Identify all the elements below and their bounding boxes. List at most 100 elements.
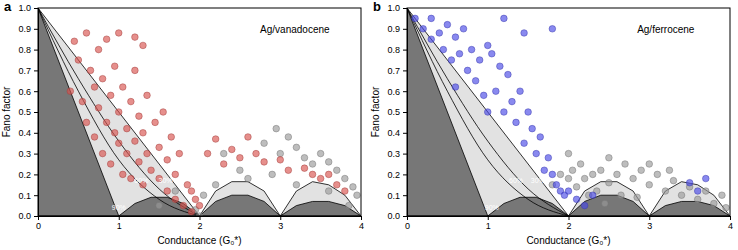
y-axis-title: Fano factor [370,86,381,137]
point [144,92,151,99]
point [719,192,726,199]
point [638,167,645,174]
point [136,159,143,166]
y-tick-mark [34,133,38,134]
point [452,34,459,41]
point [711,200,718,207]
point [164,188,171,195]
y-tick: 0.3 [387,149,407,159]
point [99,75,106,82]
x-tick-mark [119,216,120,220]
point [354,192,361,199]
point [553,182,560,189]
point [456,50,463,57]
point [245,175,252,182]
point [99,150,106,157]
x-axis-title: Conductance (G₀*) [157,235,241,246]
y-tick-mark [403,8,407,9]
point [505,71,512,78]
points [67,30,348,215]
y-tick: 1.0 [387,3,407,13]
point [333,167,340,174]
point [521,30,528,37]
point [501,109,508,116]
y-tick: 0.7 [387,66,407,76]
point [111,130,118,137]
y-tick-mark [403,50,407,51]
point [513,119,520,126]
point [694,196,701,203]
point [212,136,219,143]
y-tick: 0.6 [18,87,38,97]
y-tick-mark [403,70,407,71]
point [577,161,584,168]
x-tick: 1 [486,216,491,231]
point [293,182,300,189]
panel: 012340.00.10.20.30.40.50.60.70.80.91.0Co… [1,3,364,246]
point [678,192,685,199]
point [533,150,540,157]
point [309,171,316,178]
point [188,209,195,216]
point [188,188,195,195]
point [261,159,268,166]
y-tick-mark [34,195,38,196]
y-tick-mark [34,112,38,113]
y-tick-mark [403,112,407,113]
point [618,192,625,199]
y-tick-label: 0.1 [18,191,31,201]
point [164,157,171,164]
point [83,30,90,37]
y-axis-line [403,9,408,217]
x-tick-label: 0 [36,221,41,231]
panel-label: a [4,0,12,14]
point [128,175,135,182]
x-tick-label: 4 [728,221,733,231]
y-tick: 0.2 [18,170,38,180]
boundary-line [407,8,569,216]
point [686,179,693,186]
point [448,57,455,64]
annotation: 60% [509,177,523,184]
region [407,8,730,216]
y-tick-mark [34,174,38,175]
point [476,57,483,64]
point [156,202,163,209]
point [115,140,122,147]
panel-label: b [373,0,381,14]
x-tick: 2 [566,216,571,231]
x-tick-mark [361,216,362,220]
point [132,138,139,145]
y-tick-mark [34,50,38,51]
y-tick-mark [403,195,407,196]
x-tick-mark [569,216,570,220]
point [325,188,332,195]
x-tick: 0 [36,216,41,231]
boundary-line [407,8,569,216]
x-tick: 4 [728,216,733,231]
point [428,36,435,43]
x-axis-title: Conductance (G₀*) [526,235,610,246]
x-tick-mark [649,216,650,220]
y-tick-label: 0.4 [18,128,31,138]
y-tick-label: 0.9 [387,24,400,34]
annotation: 90% [485,204,499,211]
y-tick-mark [34,154,38,155]
point [237,167,244,174]
point [95,46,102,53]
figure: 012340.00.10.20.30.40.50.60.70.80.91.0Co… [0,0,738,250]
point [501,15,508,22]
point [694,188,701,195]
point [460,26,467,33]
point [212,182,219,189]
point [509,98,516,105]
point [723,204,730,211]
point [220,161,227,168]
y-tick-mark [34,216,38,217]
point [666,167,673,174]
point [606,179,613,186]
point [565,175,572,182]
y-tick: 0.3 [18,149,38,159]
point [119,84,126,91]
point [71,38,78,45]
